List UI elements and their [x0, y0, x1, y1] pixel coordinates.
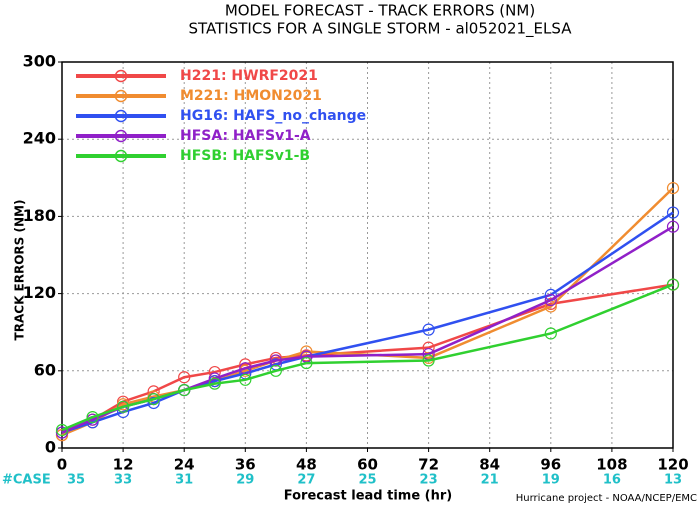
series-marker [666, 220, 680, 233]
footer: Hurricane project - NOAA/NCEP/EMC [516, 493, 697, 504]
x-tick-label: 12 [113, 456, 134, 474]
series-marker [147, 396, 160, 410]
legend-label: HFSA: HAFSv1-A [180, 128, 311, 144]
case-count: 29 [236, 473, 254, 488]
series-marker [116, 400, 130, 413]
x-tick-label: 72 [418, 456, 439, 474]
y-tick-label: 180 [23, 206, 56, 225]
chart-title: MODEL FORECAST - TRACK ERRORS (NM) [225, 2, 535, 20]
series-marker [178, 371, 191, 384]
case-count: 21 [481, 473, 499, 488]
x-axis-label: Forecast lead time (hr) [284, 489, 452, 504]
series-marker [269, 364, 282, 377]
series-marker [55, 423, 69, 437]
legend-marker [114, 149, 128, 163]
x-tick-label: 60 [357, 456, 378, 474]
legend-marker [114, 129, 128, 143]
series-marker [300, 356, 313, 370]
legend-label: HG16: HAFS_no_change [180, 108, 366, 124]
y-tick-label: 240 [23, 129, 56, 148]
x-tick-label: 24 [174, 456, 195, 474]
series-marker [147, 393, 160, 406]
x-tick-label: 120 [657, 456, 688, 474]
case-count: 35 [67, 473, 85, 488]
cases-label: #CASE [2, 473, 51, 488]
series-marker [666, 278, 680, 291]
case-count: 23 [420, 473, 438, 488]
case-count: 33 [114, 473, 132, 488]
case-count: 31 [175, 473, 193, 488]
series-marker [86, 411, 99, 424]
y-tick-label: 300 [23, 52, 56, 71]
legend-label: H221: HWRF2021 [180, 68, 318, 84]
series-marker [269, 354, 282, 367]
x-tick-label: 84 [479, 456, 500, 474]
legend-marker [114, 109, 128, 123]
y-tick-label: 0 [45, 438, 56, 457]
series-marker [422, 323, 435, 336]
series-marker [208, 377, 221, 390]
series-marker [666, 181, 680, 195]
x-tick-label: 108 [596, 456, 627, 474]
x-tick-label: 0 [57, 456, 67, 474]
series-marker [422, 354, 435, 367]
plot-frame [61, 61, 674, 449]
case-count: 27 [297, 473, 315, 488]
case-count: 13 [664, 473, 682, 488]
series-marker [666, 206, 680, 219]
series-marker [239, 373, 252, 386]
series-marker [544, 293, 557, 307]
case-count: 16 [603, 473, 621, 488]
series-marker [178, 384, 191, 397]
x-tick-label: 36 [235, 456, 256, 474]
case-count: 25 [358, 473, 376, 488]
legend-label: M221: HMON2021 [180, 88, 322, 104]
y-tick-label: 60 [34, 360, 56, 379]
case-count: 19 [542, 473, 560, 488]
y-tick-label: 120 [23, 283, 56, 302]
y-axis-label: TRACK ERRORS (NM) [13, 200, 27, 341]
legend-marker [114, 89, 128, 103]
x-tick-label: 48 [296, 456, 317, 474]
chart-subtitle: STATISTICS FOR A SINGLE STORM - al052021… [189, 20, 573, 39]
series-marker [544, 327, 557, 340]
legend-label: HFSB: HAFSv1-B [180, 148, 310, 164]
legend-marker [114, 69, 128, 83]
x-tick-label: 96 [540, 456, 561, 474]
